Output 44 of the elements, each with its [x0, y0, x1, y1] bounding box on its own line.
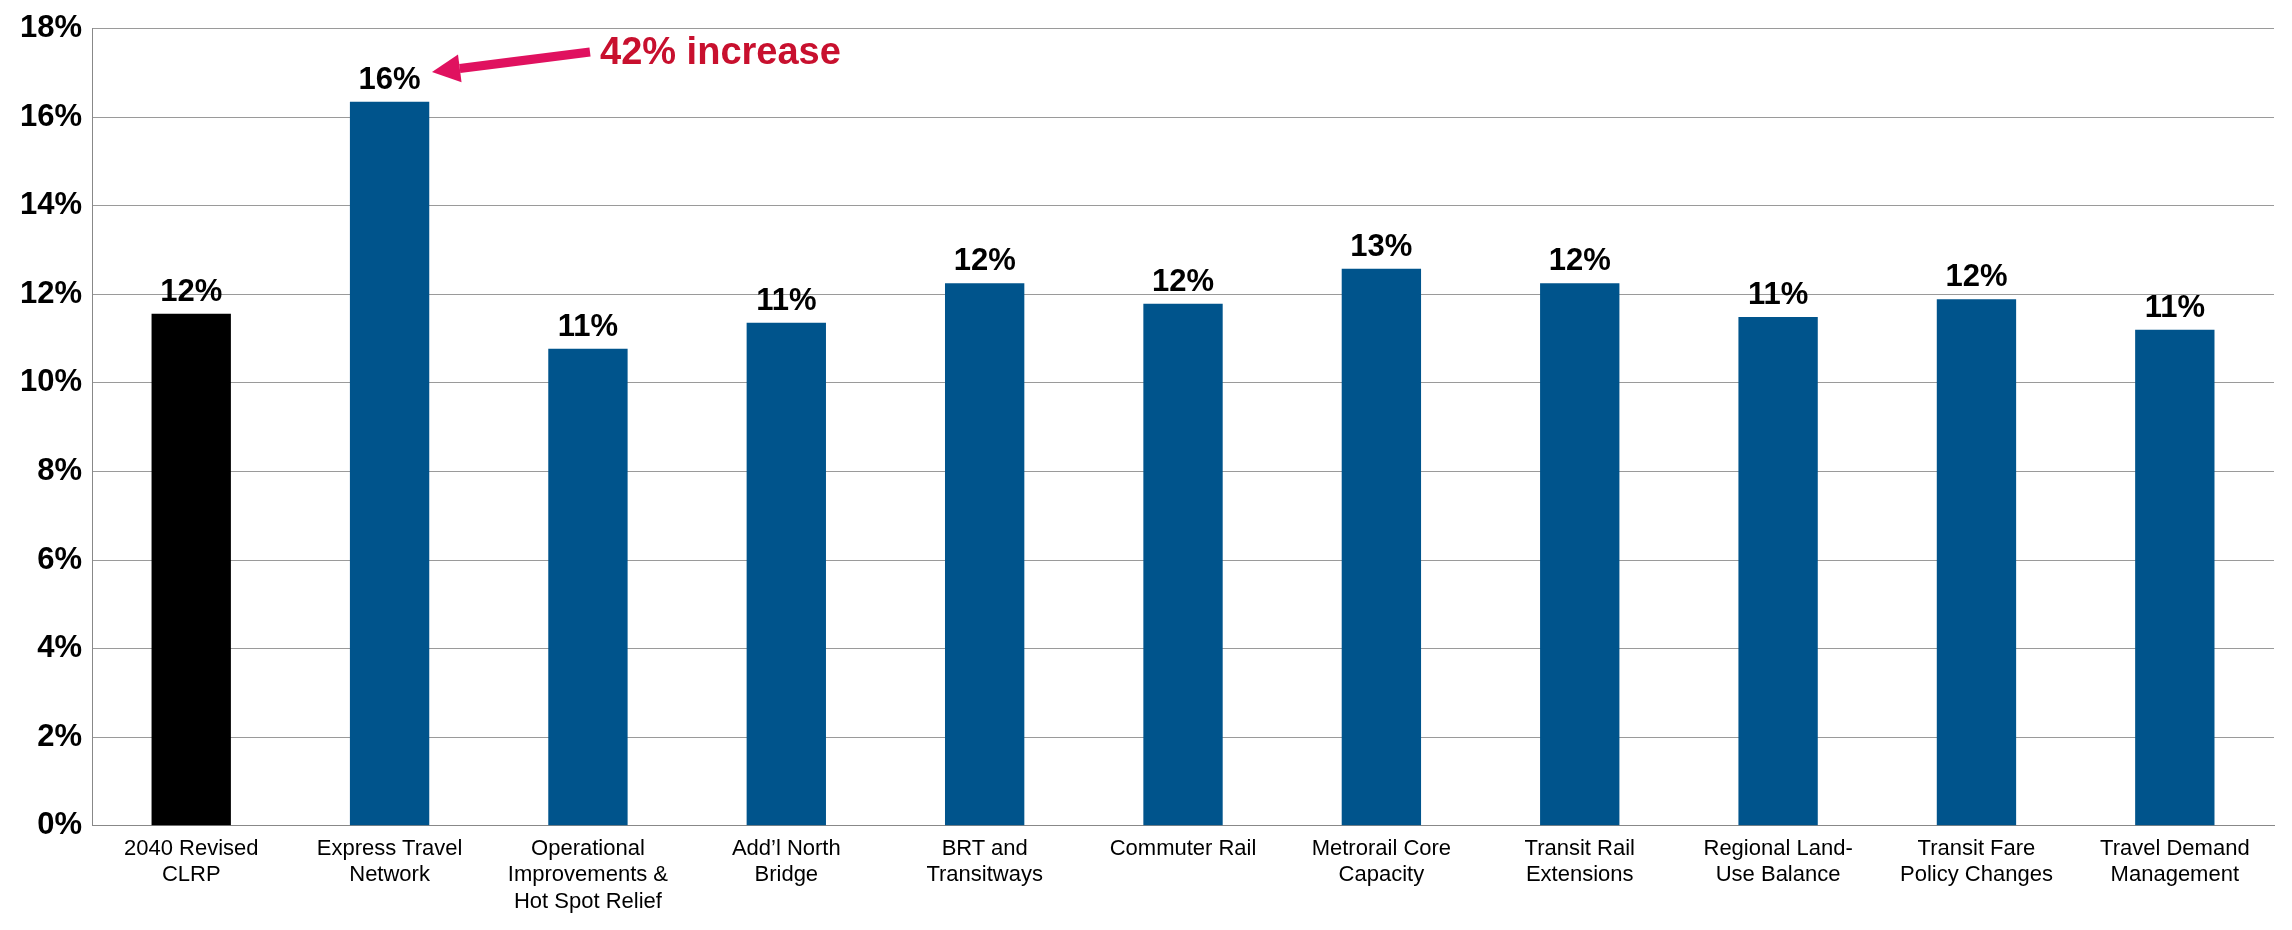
bar [746, 322, 826, 826]
x-tick-label: Express Travel Network [316, 835, 463, 887]
bar [548, 348, 628, 826]
y-tick-label: 16% [20, 97, 83, 133]
data-label: 12% [1945, 258, 2008, 294]
data-label: 16% [358, 60, 421, 96]
y-tick-label: 18% [20, 9, 83, 45]
y-tick-label: 8% [37, 452, 83, 488]
data-label: 12% [160, 272, 223, 308]
y-tick-label: 0% [37, 806, 83, 842]
data-label: 11% [756, 281, 817, 317]
annotation: 42% increase [600, 30, 841, 73]
x-tick-label: BRT and Transitways [926, 835, 1043, 887]
data-label: 12% [1152, 262, 1215, 298]
bar [1738, 316, 1818, 826]
y-tick-label: 6% [37, 540, 83, 576]
x-tick-label: Regional Land-Use Balance [1703, 835, 1853, 887]
data-label: 12% [1548, 242, 1611, 278]
y-tick-label: 12% [20, 274, 83, 310]
x-tick-label: Transit Rail Extensions [1524, 835, 1635, 887]
x-tick-label: Transit Fare Policy Changes [1900, 835, 2053, 887]
data-label: 11% [557, 307, 619, 343]
bar [151, 313, 231, 826]
x-tick-label: Add’l North Bridge [731, 835, 841, 887]
bar [349, 101, 430, 826]
y-tick-label: 2% [37, 717, 83, 753]
data-label: 13% [1350, 227, 1413, 263]
bar [1143, 303, 1223, 826]
bar [2135, 329, 2215, 826]
y-tick-label: 14% [20, 186, 83, 222]
x-tick-label: Metrorail Core Capacity [1311, 835, 1452, 887]
x-tick-label: Operational Improvements & Hot Spot Relief [507, 835, 669, 913]
y-tick-label: 4% [37, 629, 83, 665]
data-label: 11% [1747, 275, 1809, 311]
x-tick-label: Commuter Rail [1109, 835, 1257, 861]
bar [1936, 299, 2017, 826]
data-label: 11% [2144, 288, 2205, 324]
bar [944, 283, 1025, 826]
bar [1341, 268, 1422, 826]
data-label: 12% [953, 242, 1016, 278]
y-tick-label: 10% [20, 363, 83, 399]
x-tick-label: Travel Demand Management [2100, 835, 2250, 887]
bar [1540, 283, 1620, 826]
x-tick-label: 2040 Revised CLRP [123, 835, 259, 887]
